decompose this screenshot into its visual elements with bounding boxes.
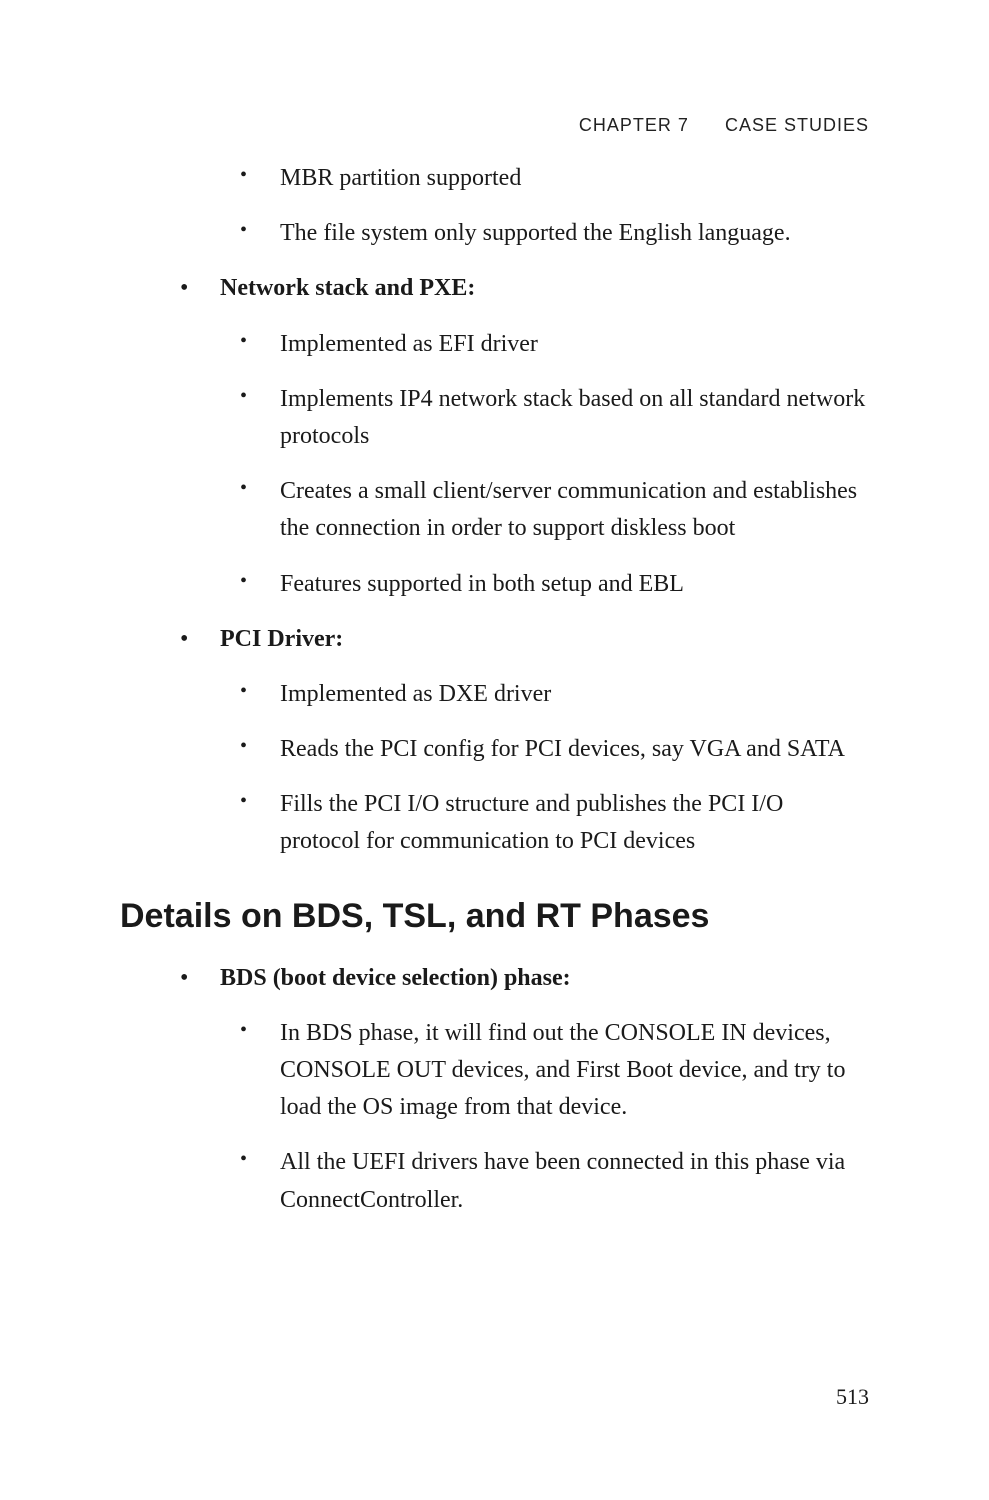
group-heading-text: Network stack and PXE:: [220, 275, 475, 301]
group-items: In BDS phase, it will find out the CONSO…: [120, 1015, 869, 1219]
list-item: Features supported in both setup and EBL: [120, 566, 869, 603]
list-item: The file system only supported the Engli…: [120, 215, 869, 252]
list-item: Implements IP4 network stack based on al…: [120, 381, 869, 455]
group-list: PCI Driver:: [120, 621, 869, 658]
group-heading: BDS (boot device selection) phase:: [120, 960, 869, 997]
list-item: In BDS phase, it will find out the CONSO…: [120, 1015, 869, 1127]
group-heading-text: PCI Driver:: [220, 626, 343, 652]
group-heading-text: BDS (boot device selection) phase:: [220, 965, 571, 991]
list-item: MBR partition supported: [120, 160, 869, 197]
chapter-label: CHAPTER 7: [579, 115, 689, 135]
group-list: Network stack and PXE:: [120, 270, 869, 307]
list-item: Fills the PCI I/O structure and publishe…: [120, 786, 869, 860]
page-number: 513: [836, 1384, 869, 1410]
group-heading: Network stack and PXE:: [120, 270, 869, 307]
list-item: Implemented as EFI driver: [120, 326, 869, 363]
pre-list: MBR partition supported The file system …: [120, 160, 869, 252]
section-title: Details on BDS, TSL, and RT Phases: [120, 897, 869, 936]
chapter-title: CASE STUDIES: [725, 115, 869, 135]
group-list: BDS (boot device selection) phase:: [120, 960, 869, 997]
group-heading: PCI Driver:: [120, 621, 869, 658]
list-item: Reads the PCI config for PCI devices, sa…: [120, 731, 869, 768]
list-item: Creates a small client/server communicat…: [120, 473, 869, 547]
group-items: Implemented as DXE driver Reads the PCI …: [120, 676, 869, 861]
list-item: Implemented as DXE driver: [120, 676, 869, 713]
group-items: Implemented as EFI driver Implements IP4…: [120, 326, 869, 603]
page-header: CHAPTER 7 CASE STUDIES: [579, 115, 869, 136]
list-item: All the UEFI drivers have been connected…: [120, 1144, 869, 1218]
page-content: MBR partition supported The file system …: [120, 160, 869, 1237]
